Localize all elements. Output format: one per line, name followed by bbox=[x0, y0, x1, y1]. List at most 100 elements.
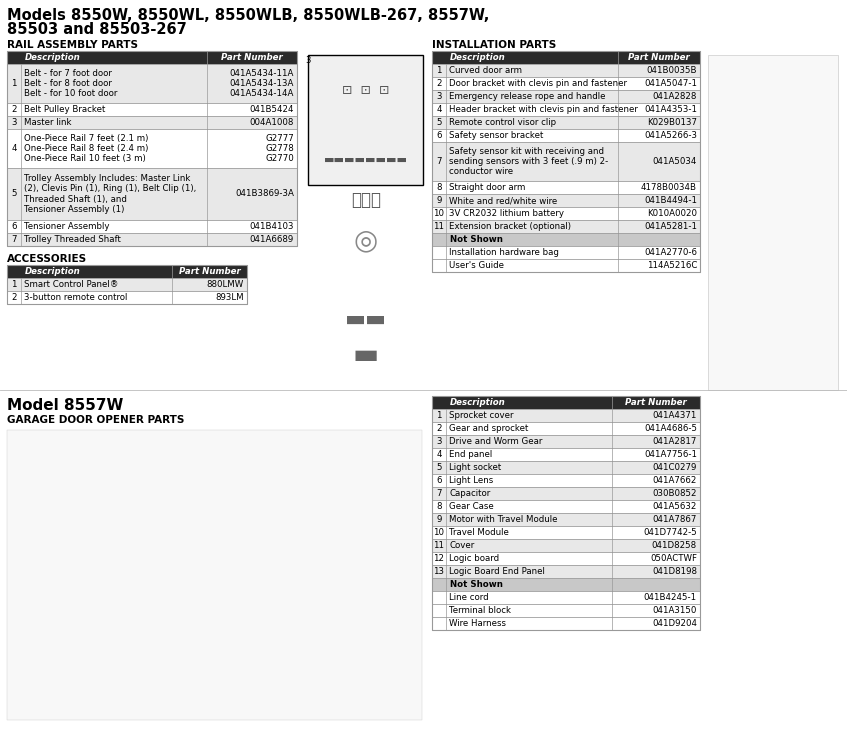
Text: Sprocket cover: Sprocket cover bbox=[449, 411, 513, 420]
Text: 041B0035B: 041B0035B bbox=[646, 66, 697, 75]
Text: 10: 10 bbox=[434, 209, 445, 218]
Bar bbox=[7, 278, 247, 291]
Text: 041A2770-6: 041A2770-6 bbox=[644, 248, 697, 257]
Text: Drive and Worm Gear: Drive and Worm Gear bbox=[449, 437, 542, 446]
Bar bbox=[7, 430, 422, 720]
Text: ▬▬▬▬▬▬▬▬: ▬▬▬▬▬▬▬▬ bbox=[324, 155, 408, 165]
Text: 4: 4 bbox=[436, 105, 442, 114]
Bar bbox=[432, 77, 700, 90]
Text: 7: 7 bbox=[436, 157, 442, 166]
Bar bbox=[432, 604, 700, 617]
Text: Header bracket with clevis pin and fastener: Header bracket with clevis pin and faste… bbox=[449, 105, 638, 114]
Bar bbox=[432, 578, 700, 591]
Bar bbox=[432, 233, 700, 246]
Bar bbox=[7, 103, 297, 116]
Text: Gear Case: Gear Case bbox=[449, 502, 494, 511]
Text: Installation hardware bag: Installation hardware bag bbox=[449, 248, 559, 257]
Text: 8: 8 bbox=[436, 183, 442, 192]
Bar bbox=[432, 591, 700, 604]
Text: Curved door arm: Curved door arm bbox=[449, 66, 522, 75]
Text: 041A7867: 041A7867 bbox=[653, 515, 697, 524]
Text: 6: 6 bbox=[11, 222, 17, 231]
Text: Motor with Travel Module: Motor with Travel Module bbox=[449, 515, 557, 524]
Text: 7: 7 bbox=[11, 235, 17, 244]
Text: 041A7662: 041A7662 bbox=[653, 476, 697, 485]
Text: 8: 8 bbox=[436, 502, 442, 511]
Text: Door bracket with clevis pin and fastener: Door bracket with clevis pin and fastene… bbox=[449, 79, 627, 88]
Text: Model 8557W: Model 8557W bbox=[7, 398, 124, 413]
Bar bbox=[432, 461, 700, 474]
Text: Not Shown: Not Shown bbox=[450, 580, 503, 589]
Bar bbox=[432, 526, 700, 539]
Text: Master link: Master link bbox=[24, 118, 71, 127]
Bar bbox=[7, 51, 297, 246]
Bar bbox=[432, 552, 700, 565]
Bar bbox=[7, 265, 247, 304]
Text: G2777
G2778
G2770: G2777 G2778 G2770 bbox=[265, 134, 294, 163]
Text: White and red/white wire: White and red/white wire bbox=[449, 196, 557, 205]
Text: 2: 2 bbox=[436, 79, 442, 88]
Bar bbox=[432, 246, 700, 259]
Bar bbox=[432, 90, 700, 103]
Text: User's Guide: User's Guide bbox=[449, 261, 504, 270]
Bar bbox=[432, 513, 700, 526]
Text: 041A5047-1: 041A5047-1 bbox=[644, 79, 697, 88]
Text: Part Number: Part Number bbox=[179, 267, 241, 276]
Text: K029B0137: K029B0137 bbox=[647, 118, 697, 127]
Text: Cover: Cover bbox=[449, 541, 474, 550]
Bar bbox=[7, 233, 297, 246]
Bar bbox=[308, 55, 423, 185]
Text: Logic board: Logic board bbox=[449, 554, 499, 563]
Text: 041A2828: 041A2828 bbox=[653, 92, 697, 101]
Text: Safety sensor kit with receiving and
sending sensors with 3 feet (.9 m) 2-
condu: Safety sensor kit with receiving and sen… bbox=[449, 147, 608, 177]
Bar bbox=[432, 435, 700, 448]
Text: K010A0020: K010A0020 bbox=[647, 209, 697, 218]
Text: 9: 9 bbox=[436, 515, 441, 524]
Text: 1: 1 bbox=[436, 66, 442, 75]
Text: Smart Control Panel®: Smart Control Panel® bbox=[24, 280, 119, 289]
Text: Not Shown: Not Shown bbox=[450, 235, 503, 244]
Text: 041B3869-3A: 041B3869-3A bbox=[235, 189, 294, 199]
Text: Trolley Assembly Includes: Master Link
(2), Clevis Pin (1), Ring (1), Belt Clip : Trolley Assembly Includes: Master Link (… bbox=[24, 174, 197, 214]
Text: 4178B0034B: 4178B0034B bbox=[641, 183, 697, 192]
Bar bbox=[432, 448, 700, 461]
Text: 004A1008: 004A1008 bbox=[250, 118, 294, 127]
Bar bbox=[432, 194, 700, 207]
Bar bbox=[432, 396, 700, 409]
Text: Logic Board End Panel: Logic Board End Panel bbox=[449, 567, 545, 576]
Text: Description: Description bbox=[450, 53, 506, 62]
Bar bbox=[708, 55, 838, 390]
Text: 1: 1 bbox=[436, 411, 442, 420]
Bar bbox=[432, 487, 700, 500]
Text: 2: 2 bbox=[436, 424, 442, 433]
Bar bbox=[432, 500, 700, 513]
Text: 3: 3 bbox=[436, 92, 442, 101]
Text: 041D8198: 041D8198 bbox=[652, 567, 697, 576]
Text: 041A7756-1: 041A7756-1 bbox=[644, 450, 697, 459]
Text: 041A5281-1: 041A5281-1 bbox=[644, 222, 697, 231]
Text: Straight door arm: Straight door arm bbox=[449, 183, 525, 192]
Text: 041A5434-11A
041A5434-13A
041A5434-14A: 041A5434-11A 041A5434-13A 041A5434-14A bbox=[230, 68, 294, 99]
Text: 3V CR2032 lithium battery: 3V CR2032 lithium battery bbox=[449, 209, 564, 218]
Text: 6: 6 bbox=[436, 131, 442, 140]
Text: ACCESSORIES: ACCESSORIES bbox=[7, 254, 87, 264]
Bar bbox=[432, 103, 700, 116]
Text: 2: 2 bbox=[11, 293, 17, 302]
Text: 4: 4 bbox=[436, 450, 442, 459]
Text: 9: 9 bbox=[436, 196, 441, 205]
Text: 041A5632: 041A5632 bbox=[653, 502, 697, 511]
Text: 7: 7 bbox=[436, 489, 442, 498]
Text: Terminal block: Terminal block bbox=[449, 606, 511, 615]
Text: 3: 3 bbox=[11, 118, 17, 127]
Text: 6: 6 bbox=[436, 476, 442, 485]
Text: Tensioner Assembly: Tensioner Assembly bbox=[24, 222, 109, 231]
Text: ▬: ▬ bbox=[353, 341, 379, 369]
Bar bbox=[432, 51, 700, 64]
Text: 030B0852: 030B0852 bbox=[652, 489, 697, 498]
Bar bbox=[432, 259, 700, 272]
Text: 3: 3 bbox=[436, 437, 442, 446]
Text: Travel Module: Travel Module bbox=[449, 528, 509, 537]
Text: GARAGE DOOR OPENER PARTS: GARAGE DOOR OPENER PARTS bbox=[7, 415, 185, 425]
Bar bbox=[7, 64, 297, 103]
Text: 041B4494-1: 041B4494-1 bbox=[644, 196, 697, 205]
